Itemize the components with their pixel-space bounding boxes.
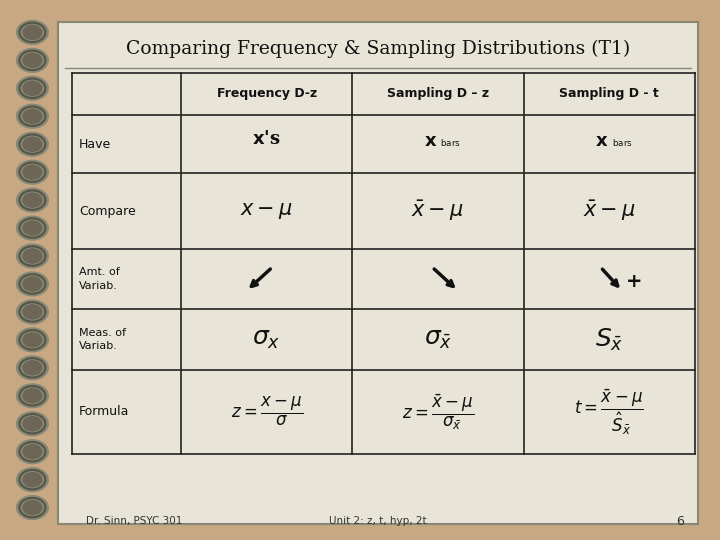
Text: $z = \dfrac{\bar{x} - \mu}{\sigma_{\bar{x}}}$: $z = \dfrac{\bar{x} - \mu}{\sigma_{\bar{… [402,392,474,431]
Bar [72,115,181,173]
Text: Formula: Formula [79,406,130,419]
Bar [352,173,523,248]
Text: $x - \mu$: $x - \mu$ [240,201,293,221]
Circle shape [23,417,42,431]
Text: Have: Have [79,138,112,151]
Bar [523,370,695,454]
Circle shape [23,193,42,207]
Circle shape [17,21,48,44]
Circle shape [23,165,42,179]
Bar [72,173,181,248]
Text: 6: 6 [676,515,684,528]
Text: $\bar{x} - \mu$: $\bar{x} - \mu$ [582,199,636,223]
Text: $_\mathrm{bars}$: $_\mathrm{bars}$ [612,135,633,148]
Circle shape [17,132,48,156]
Text: $_\mathrm{bars}$: $_\mathrm{bars}$ [441,135,462,148]
Text: Comparing Frequency & Sampling Distributions (T1): Comparing Frequency & Sampling Distribut… [126,39,630,58]
Circle shape [17,160,48,184]
Bar [523,73,695,115]
Circle shape [17,328,48,352]
Circle shape [17,244,48,268]
Circle shape [17,188,48,212]
Circle shape [17,412,48,436]
Circle shape [23,82,42,96]
Text: $\bar{x} - \mu$: $\bar{x} - \mu$ [411,199,464,223]
Bar [352,370,523,454]
Circle shape [23,444,42,458]
Circle shape [23,472,42,487]
Bar [523,248,695,309]
Bar [352,309,523,370]
Circle shape [23,109,42,123]
Bar [181,248,352,309]
Text: $\sigma_x$: $\sigma_x$ [253,328,281,351]
FancyBboxPatch shape [58,22,698,524]
Circle shape [23,53,42,68]
Circle shape [23,389,42,403]
Bar [181,115,352,173]
Text: +: + [626,272,643,291]
Bar [523,173,695,248]
Bar [352,248,523,309]
Circle shape [17,468,48,491]
Circle shape [17,440,48,463]
Text: Unit 2: z, t, hyp, 2t: Unit 2: z, t, hyp, 2t [329,516,427,526]
Bar [181,173,352,248]
Circle shape [23,25,42,39]
Bar [523,309,695,370]
Text: $\mathbf{x}$: $\mathbf{x}$ [595,132,608,150]
Circle shape [23,333,42,347]
Circle shape [23,501,42,515]
Bar [72,370,181,454]
Circle shape [23,361,42,375]
Text: $t = \dfrac{\bar{x} - \mu}{\hat{S}_{\bar{x}}}$: $t = \dfrac{\bar{x} - \mu}{\hat{S}_{\bar… [575,387,644,436]
Circle shape [17,356,48,380]
Circle shape [17,496,48,519]
Bar [181,370,352,454]
Text: $S_{\bar{x}}$: $S_{\bar{x}}$ [595,327,624,353]
Circle shape [17,384,48,408]
Text: Amt. of
Variab.: Amt. of Variab. [79,267,120,291]
Text: $z = \dfrac{x - \mu}{\sigma}$: $z = \dfrac{x - \mu}{\sigma}$ [230,395,302,428]
Bar [72,73,181,115]
Circle shape [23,277,42,291]
Circle shape [17,77,48,100]
Circle shape [17,300,48,324]
Bar [72,248,181,309]
Bar [352,73,523,115]
Circle shape [23,305,42,319]
Bar [352,115,523,173]
Text: $\mathbf{x}$'s: $\mathbf{x}$'s [253,130,281,147]
Bar [72,309,181,370]
Bar [523,115,695,173]
Text: Sampling D - t: Sampling D - t [559,87,659,100]
Circle shape [17,216,48,240]
Circle shape [17,272,48,296]
Text: Meas. of
Variab.: Meas. of Variab. [79,328,126,352]
Circle shape [17,49,48,72]
Text: $\sigma_{\bar{x}}$: $\sigma_{\bar{x}}$ [424,328,452,351]
Circle shape [23,221,42,235]
Text: Frequency D-z: Frequency D-z [217,87,317,100]
Text: Sampling D – z: Sampling D – z [387,87,489,100]
Bar [181,73,352,115]
Text: $\mathbf{x}$: $\mathbf{x}$ [424,132,437,150]
Text: Dr. Sinn, PSYC 301: Dr. Sinn, PSYC 301 [86,516,183,526]
Bar [181,309,352,370]
Circle shape [23,137,42,151]
Circle shape [23,249,42,263]
Circle shape [17,104,48,128]
Text: Compare: Compare [79,205,136,218]
